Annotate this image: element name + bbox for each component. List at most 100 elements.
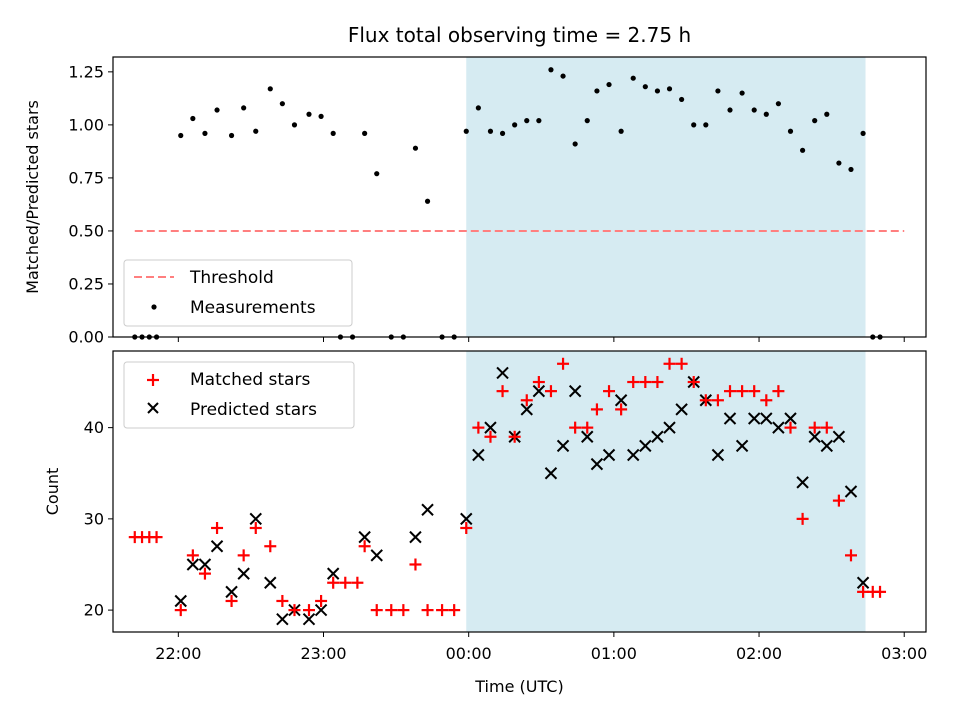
legend-measurements-swatch — [151, 304, 157, 310]
predicted-star-marker — [421, 503, 434, 516]
predicted-star-marker — [784, 412, 797, 425]
count-panel-frame — [112, 350, 927, 633]
matched-star-marker — [687, 376, 700, 389]
ratio-legend-box — [123, 259, 353, 327]
measurement-point — [799, 147, 806, 153]
matched-star-marker — [358, 540, 371, 553]
matched-star-marker — [421, 604, 434, 617]
matched-star-marker — [615, 403, 628, 416]
measurement-point — [630, 75, 636, 81]
measurement-point — [487, 128, 494, 134]
predicted-star-marker — [844, 485, 858, 498]
ratio-y-ticks: 0.00 0.25 0.50 0.75 1.00 1.25 — [68, 62, 113, 347]
measurement-point — [679, 96, 685, 103]
observing-window-shade — [466, 351, 866, 632]
predicted-star-marker — [796, 476, 809, 489]
measurement-point — [499, 130, 506, 136]
measurement-point — [214, 107, 220, 113]
predicted-star-marker — [302, 613, 316, 626]
measurement-point — [787, 128, 794, 134]
predicted-star-marker — [484, 421, 497, 434]
predicted-star-marker — [711, 448, 725, 462]
predicted-star-marker — [370, 549, 383, 562]
predicted-star-marker — [820, 439, 834, 453]
measurement-point — [424, 198, 431, 204]
ratio-y-axis-label: Matched/Predicted stars — [23, 100, 42, 294]
measurement-point — [306, 111, 312, 117]
measurement-point — [267, 86, 273, 92]
predicted-star-marker — [276, 613, 289, 626]
matched-star-marker — [675, 357, 688, 370]
measurement-point — [848, 166, 854, 173]
matched-star-marker — [520, 394, 533, 407]
x-tick-label: 00:00 — [446, 644, 492, 663]
predicted-star-marker — [496, 366, 509, 380]
predicted-star-marker — [556, 439, 570, 453]
measurement-point — [606, 81, 612, 88]
matched-star-marker — [315, 594, 328, 607]
measurement-point — [691, 122, 697, 128]
matched-star-marker — [327, 576, 340, 589]
measurement-point — [202, 130, 208, 136]
predicted-star-marker — [225, 585, 238, 599]
ratio-panel-frame — [112, 56, 927, 338]
matched-star-marker — [544, 385, 557, 398]
matched-star-marker — [844, 549, 857, 562]
matched-star-marker — [748, 385, 761, 398]
matched-star-marker — [351, 576, 364, 589]
ratio-x-ticks — [177, 337, 905, 342]
y-tick-label: 1.00 — [68, 115, 104, 134]
matched-star-marker — [150, 531, 163, 544]
matched-star-marker — [339, 576, 352, 589]
measurement-point — [812, 118, 818, 124]
measurement-point — [362, 130, 368, 136]
predicted-star-marker — [210, 540, 224, 553]
x-tick-label: 22:00 — [155, 644, 201, 663]
y-tick-label: 20 — [84, 601, 104, 620]
predicted-star-marker — [639, 439, 652, 453]
matched-star-marker — [225, 594, 238, 607]
matched-star-marker — [639, 376, 652, 389]
predicted-star-marker — [602, 448, 616, 462]
x-tick-label: 02:00 — [736, 644, 782, 663]
count-panel: 20 30 40 22:00 23:00 00:00 01:00 02:00 03:00 Co… — [43, 350, 927, 696]
matched-star-marker — [436, 604, 449, 617]
predicted-star-marker — [772, 421, 785, 434]
y-tick-label: 40 — [84, 418, 104, 437]
matched-star-marker — [249, 521, 262, 534]
matched-star-marker — [508, 430, 521, 443]
matched-star-marker — [198, 567, 211, 580]
measurement-point — [727, 107, 733, 113]
legend-threshold-label: Threshold — [189, 268, 274, 288]
predicted-star-marker — [747, 412, 761, 425]
measurement-point — [318, 113, 324, 119]
x-axis-label: Time (UTC) — [474, 677, 563, 696]
predicted-star-marker — [532, 384, 546, 398]
chart-title: Flux total observing time = 2.75 h — [348, 23, 691, 47]
measurement-point — [475, 105, 481, 111]
matched-star-marker — [796, 512, 809, 525]
matched-star-marker — [460, 521, 473, 534]
matched-star-marker — [724, 385, 737, 398]
matched-star-marker — [472, 421, 485, 434]
count-y-ticks: 20 30 40 — [84, 418, 113, 620]
y-tick-label: 0.25 — [68, 274, 104, 293]
measurement-point — [560, 73, 566, 79]
matched-star-marker — [496, 385, 509, 398]
matched-star-marker — [276, 594, 289, 607]
measurement-point — [715, 88, 721, 94]
count-y-axis-label: Count — [43, 468, 62, 516]
predicted-star-marker — [614, 394, 628, 407]
measurement-point — [739, 90, 745, 96]
predicted-star-marker — [856, 576, 870, 589]
measurement-point — [642, 84, 648, 90]
measurement-point — [548, 67, 554, 73]
measurement-point — [253, 128, 259, 134]
matched-star-marker — [385, 604, 398, 617]
matched-star-marker — [557, 357, 570, 370]
measurement-point — [190, 115, 196, 122]
measurement-point — [463, 128, 469, 134]
measurement-point — [824, 111, 830, 117]
predicted-star-marker — [832, 430, 846, 443]
